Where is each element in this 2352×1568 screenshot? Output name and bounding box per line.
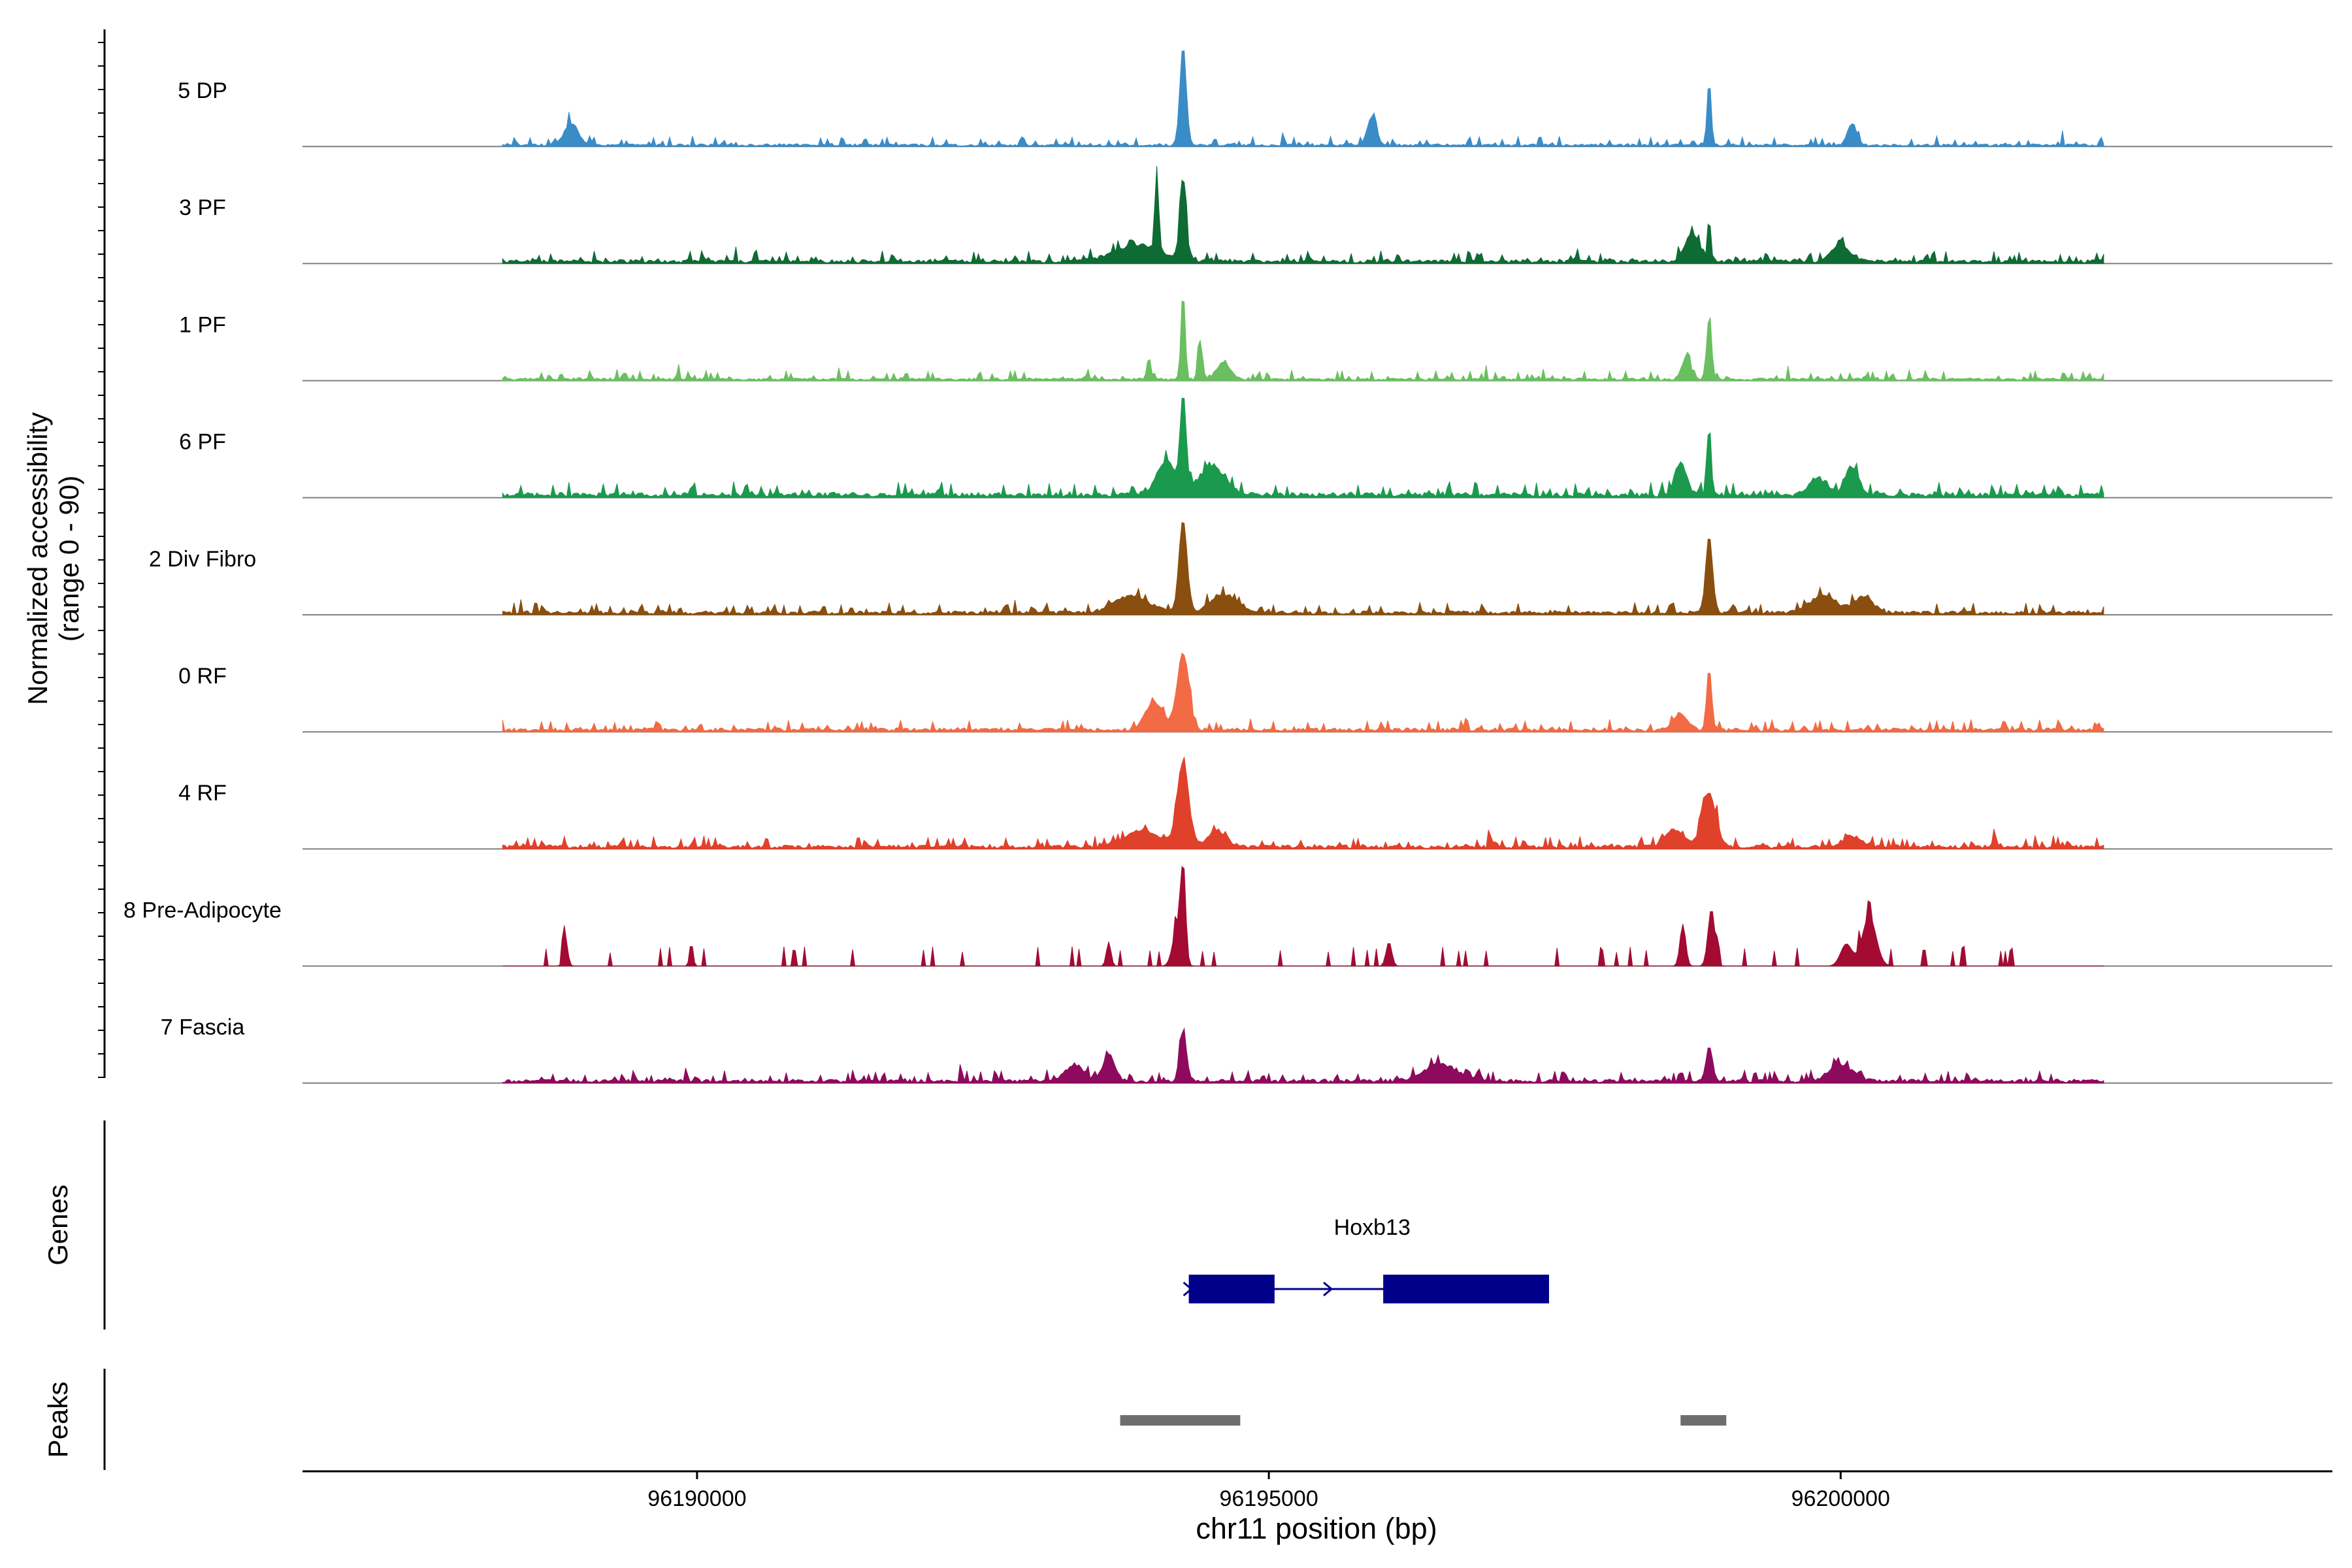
y-axis-label-line2: (range 0 - 90) [54, 476, 84, 642]
gene-name-label: Hoxb13 [1334, 1215, 1411, 1240]
track-2-div-fibro: 2 Div Fibro [149, 522, 2332, 615]
coverage-area [502, 1027, 2104, 1084]
coverage-area [502, 300, 2104, 382]
x-tick-label: 96200000 [1791, 1486, 1890, 1511]
track-1-pf: 1 PF [179, 300, 2332, 382]
track-6-pf: 6 PF [179, 398, 2332, 498]
track-0-rf: 0 RF [178, 652, 2332, 733]
track-label: 1 PF [179, 312, 226, 337]
track-5-dp: 5 DP [178, 50, 2332, 148]
x-tick-label: 96190000 [647, 1486, 746, 1511]
coverage-area [502, 166, 2104, 264]
track-4-rf: 4 RF [178, 757, 2332, 850]
track-3-pf: 3 PF [179, 166, 2332, 265]
coverage-area [502, 522, 2104, 615]
genes-panel-label: Genes [42, 1184, 73, 1266]
y-axis [98, 29, 106, 1078]
track-label: 0 RF [178, 664, 227, 689]
track-label: 4 RF [178, 781, 227, 806]
peak-region [1120, 1415, 1241, 1426]
track-label: 6 PF [179, 430, 226, 455]
coverage-area [502, 398, 2104, 498]
track-label: 3 PF [179, 195, 226, 220]
coverage-area [502, 652, 2104, 732]
track-8-pre-adipocyte: 8 Pre-Adipocyte [123, 866, 2332, 967]
x-axis-label: chr11 position (bp) [1196, 1512, 1437, 1545]
gene-exon [1188, 1275, 1275, 1303]
track-7-fascia: 7 Fascia [161, 1015, 2332, 1084]
track-label: 5 DP [178, 78, 227, 103]
strand-arrow [1183, 1281, 1193, 1297]
coverage-area [502, 866, 2104, 967]
track-label: 8 Pre-Adipocyte [123, 898, 282, 923]
coverage-area [502, 50, 2104, 148]
track-label: 7 Fascia [161, 1015, 245, 1040]
x-tick-label: 96195000 [1219, 1486, 1318, 1511]
x-axis: 96190000 96195000 96200000 [647, 1471, 1890, 1511]
peaks-panel-label: Peaks [42, 1382, 73, 1458]
peak-regions [1120, 1415, 1727, 1426]
gene-exon [1383, 1275, 1549, 1303]
strand-arrow [1323, 1281, 1333, 1297]
coverage-tracks: 5 DP 3 PF 1 PF 6 PF 2 Div Fibro 0 RF 4 RF 8 Pre… [123, 50, 2332, 1084]
y-axis-label-line1: Normalized accessibility [22, 412, 53, 705]
peak-region [1680, 1415, 1727, 1426]
track-label: 2 Div Fibro [149, 547, 256, 572]
gene-models: Hoxb13 [1183, 1215, 1549, 1303]
coverage-area [502, 757, 2104, 849]
gene-hoxb13: Hoxb13 [1183, 1215, 1549, 1303]
